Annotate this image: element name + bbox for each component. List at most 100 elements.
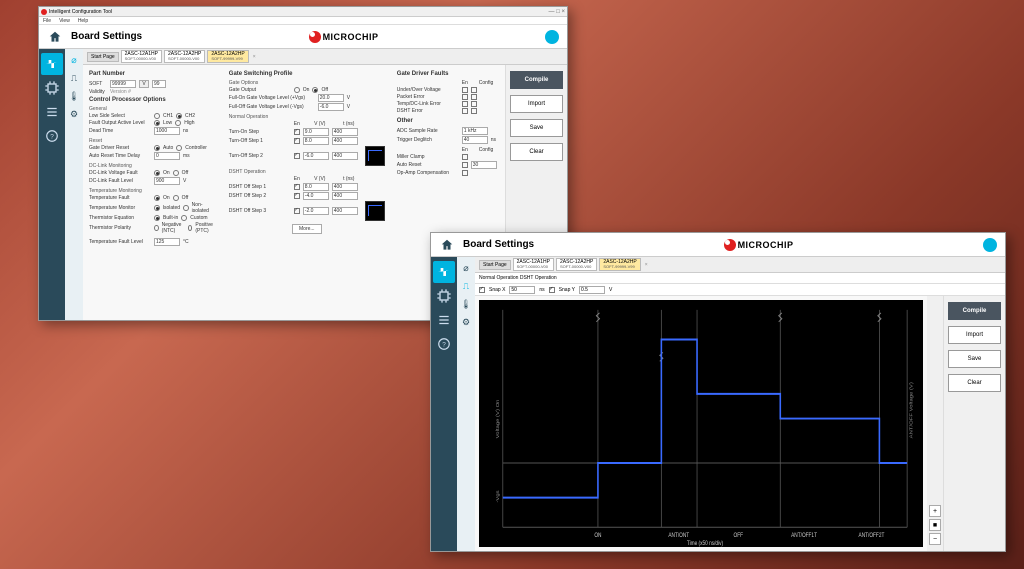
radio-dc-on[interactable] xyxy=(154,170,160,176)
opamp-chk[interactable] xyxy=(462,170,468,176)
menubar[interactable]: File View Help xyxy=(39,17,567,25)
step-en-chk[interactable] xyxy=(294,129,300,135)
dead-time-input[interactable]: 1000 xyxy=(154,127,180,135)
sidebar-help-icon-2[interactable]: ? xyxy=(433,333,455,355)
radio-ntc[interactable] xyxy=(154,225,159,231)
sub-node-icon-2[interactable]: ⌀ xyxy=(459,261,473,275)
snapy-chk[interactable] xyxy=(549,287,555,293)
tab-2[interactable]: 2ASC-12A2HPSOFT-99999-V99 xyxy=(207,50,248,63)
step-thumb[interactable] xyxy=(365,201,385,221)
radio-gate-on[interactable] xyxy=(294,87,300,93)
step-thumb[interactable] xyxy=(365,146,385,166)
tab-close-icon[interactable]: × xyxy=(253,54,256,60)
fault-config-chk[interactable] xyxy=(471,94,477,100)
radio-gate-off[interactable] xyxy=(312,87,318,93)
temp-level-input[interactable]: 125 xyxy=(154,238,180,246)
step-v-input[interactable]: 8.0 xyxy=(303,183,329,191)
step-v-input[interactable]: -4.0 xyxy=(303,192,329,200)
auto-reset-input[interactable]: 30 xyxy=(471,161,497,169)
sub-thermo-icon[interactable]: 🌡 xyxy=(67,89,81,103)
zoom-out-button[interactable]: − xyxy=(929,533,941,545)
radio-ch2[interactable] xyxy=(176,113,182,119)
status-indicator-2[interactable] xyxy=(983,238,997,252)
tab-0[interactable]: 2ASC-12A1HPSOFT-00000-V00 xyxy=(121,50,162,63)
more-button[interactable]: More... xyxy=(292,224,322,234)
pn-ver-input[interactable]: 99 xyxy=(152,80,166,88)
sub-wave-icon-2[interactable]: ⎍ xyxy=(459,279,473,293)
sidebar-list-icon[interactable] xyxy=(41,101,63,123)
menu-help[interactable]: Help xyxy=(78,18,88,24)
snapx-input[interactable]: 50 xyxy=(509,286,535,294)
sample-rate-input[interactable]: 1 kHz xyxy=(462,127,488,135)
step-t-input[interactable]: 400 xyxy=(332,137,358,145)
step-v-input[interactable]: -2.0 xyxy=(303,207,329,215)
step-en-chk[interactable] xyxy=(294,208,300,214)
sub-wave-icon[interactable]: ⎍ xyxy=(67,71,81,85)
radio-dc-off[interactable] xyxy=(173,170,179,176)
status-indicator[interactable] xyxy=(545,30,559,44)
radio-temp-on[interactable] xyxy=(154,195,160,201)
radio-auto[interactable] xyxy=(154,145,160,151)
radio-temp-off[interactable] xyxy=(173,195,179,201)
tab2-1[interactable]: 2ASC-12A2HPSOFT-00000-V00 xyxy=(556,258,597,271)
save-button[interactable]: Save xyxy=(510,119,563,137)
step-t-input[interactable]: 400 xyxy=(332,128,358,136)
start-page-button-2[interactable]: Start Page xyxy=(479,260,511,270)
sub-thermo-icon-2[interactable]: 🌡 xyxy=(459,297,473,311)
step-t-input[interactable]: 400 xyxy=(332,152,358,160)
step-v-input[interactable]: 9.0 xyxy=(303,128,329,136)
waveform-chart[interactable]: Voltage (V) On ANT/OFF Voltage (V) -Vgs … xyxy=(479,300,923,547)
dclink-level-input[interactable]: 900 xyxy=(154,177,180,185)
step-v-input[interactable]: 8.0 xyxy=(303,137,329,145)
fault-en-chk[interactable] xyxy=(462,101,468,107)
step-en-chk[interactable] xyxy=(294,193,300,199)
tab-close-icon-2[interactable]: × xyxy=(645,262,648,268)
fault-en-chk[interactable] xyxy=(462,87,468,93)
zoom-reset-button[interactable]: ■ xyxy=(929,519,941,531)
radio-ptc[interactable] xyxy=(188,225,193,231)
sub-node-icon[interactable]: ⌀ xyxy=(67,53,81,67)
start-page-button[interactable]: Start Page xyxy=(87,52,119,62)
step-v-input[interactable]: -6.0 xyxy=(303,152,329,160)
radio-high[interactable] xyxy=(175,120,181,126)
step-t-input[interactable]: 400 xyxy=(332,192,358,200)
save-button-2[interactable]: Save xyxy=(948,350,1001,368)
snapx-chk[interactable] xyxy=(479,287,485,293)
deglitch-input[interactable]: 40 xyxy=(462,136,488,144)
import-button[interactable]: Import xyxy=(510,95,563,113)
step-t-input[interactable]: 400 xyxy=(332,207,358,215)
radio-custom[interactable] xyxy=(181,215,187,221)
menu-view[interactable]: View xyxy=(59,18,70,24)
home-icon[interactable] xyxy=(47,29,63,45)
step-en-chk[interactable] xyxy=(294,184,300,190)
radio-controller[interactable] xyxy=(176,145,182,151)
sidebar-switching-icon-2[interactable] xyxy=(433,261,455,283)
menu-file[interactable]: File xyxy=(43,18,51,24)
import-button-2[interactable]: Import xyxy=(948,326,1001,344)
fault-config-chk[interactable] xyxy=(471,108,477,114)
fullon-input[interactable]: 20.0 xyxy=(318,94,344,102)
step-en-chk[interactable] xyxy=(294,138,300,144)
step-en-chk[interactable] xyxy=(294,153,300,159)
home-icon-2[interactable] xyxy=(439,237,455,253)
radio-builtin[interactable] xyxy=(154,215,160,221)
sub-gear-icon[interactable]: ⚙ xyxy=(67,107,81,121)
pn-num-input[interactable]: 99999 xyxy=(110,80,136,88)
clear-button[interactable]: Clear xyxy=(510,143,563,161)
fault-config-chk[interactable] xyxy=(471,101,477,107)
tab2-2[interactable]: 2ASC-12A2HPSOFT-99999-V99 xyxy=(599,258,640,271)
radio-low[interactable] xyxy=(154,120,160,126)
sub-gear-icon-2[interactable]: ⚙ xyxy=(459,315,473,329)
compile-button[interactable]: Compile xyxy=(510,71,563,89)
radio-iso[interactable] xyxy=(154,205,160,211)
snapy-input[interactable]: 0.5 xyxy=(579,286,605,294)
miller-chk[interactable] xyxy=(462,154,468,160)
window-controls[interactable]: — □ × xyxy=(549,9,565,15)
titlebar[interactable]: Intelligent Configuration Tool — □ × xyxy=(39,7,567,17)
sidebar-list-icon-2[interactable] xyxy=(433,309,455,331)
fulloff-input[interactable]: -6.0 xyxy=(318,103,344,111)
compile-button-2[interactable]: Compile xyxy=(948,302,1001,320)
sidebar-chip-icon-2[interactable] xyxy=(433,285,455,307)
sidebar-chip-icon[interactable] xyxy=(41,77,63,99)
clear-button-2[interactable]: Clear xyxy=(948,374,1001,392)
